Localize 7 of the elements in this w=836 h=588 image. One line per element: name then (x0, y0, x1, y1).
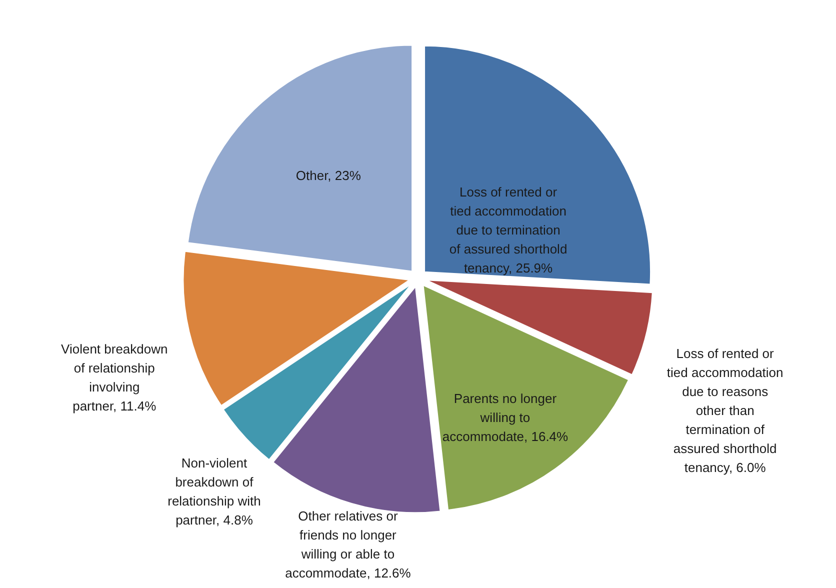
slice-label: Parents no longer willing to accommodate, 16.4% (442, 391, 569, 444)
slice-label: Other, 23% (296, 168, 362, 184)
slice-label: Non-violent breakdown of relationship with partner, 4.8% (168, 456, 261, 528)
slice-label: Violent breakdown of relationship involving partner, 11.4% (61, 341, 168, 414)
slice-label: Loss of rented or tied accommodation due to reasons other than termination of assured shorthold tenancy, 6.0% (666, 346, 784, 476)
slice-label: Other relatives or friends no longer willing or able to accommodate, 12.6% (285, 508, 412, 581)
slice-label: Loss of rented or tied accommodation due to termination of assured shorthold tenancy, 25.9% (449, 184, 568, 276)
